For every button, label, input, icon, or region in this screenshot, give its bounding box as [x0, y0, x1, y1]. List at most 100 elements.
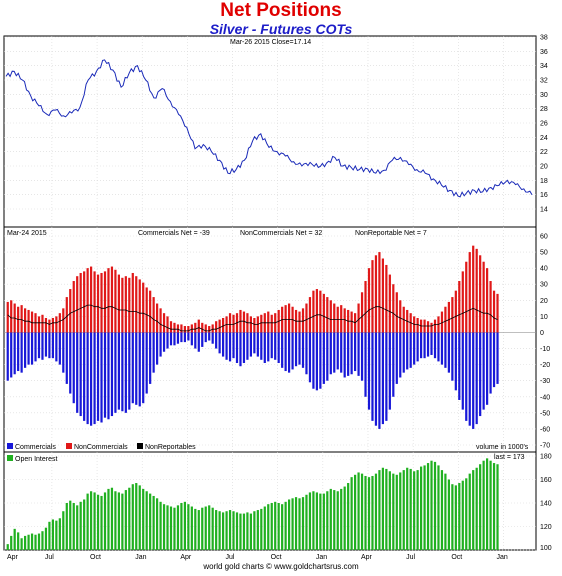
noncommercials-bar	[83, 271, 86, 333]
price-tick-label: 32	[540, 78, 548, 85]
open-interest-bar	[204, 506, 207, 550]
noncommercials-bar	[197, 319, 200, 333]
noncommercials-bar	[62, 308, 65, 333]
commercials-bar	[121, 332, 124, 412]
noncommercials-bar	[492, 290, 496, 333]
noncommercials-bar	[284, 305, 287, 333]
commercials-bar	[44, 332, 48, 357]
commercials-bar	[20, 332, 23, 373]
open-interest-bar	[371, 475, 374, 550]
open-interest-bar	[107, 488, 110, 550]
noncommercials-bar	[86, 268, 89, 333]
commercials-bar	[135, 332, 138, 405]
oi-last-label: last = 173	[494, 454, 525, 461]
open-interest-bar	[142, 488, 145, 550]
open-interest-bar	[30, 533, 34, 550]
open-interest-bar	[378, 470, 381, 550]
commercials-bar	[267, 332, 270, 362]
open-interest-bar	[72, 503, 75, 550]
noncommercials-bar	[461, 271, 464, 333]
open-interest-bar	[135, 483, 138, 550]
commercials-bar	[326, 332, 329, 381]
commercials-bar	[180, 332, 183, 343]
open-interest-bar	[27, 534, 30, 550]
open-interest-bar	[13, 528, 16, 550]
open-interest-bar	[409, 468, 412, 550]
noncommercials-bar	[270, 314, 273, 333]
net-tick-label: -10	[540, 346, 550, 353]
noncommercials-bar	[173, 322, 176, 333]
commercials-bar	[392, 332, 395, 397]
commercials-bar	[350, 332, 353, 375]
oi-panel	[3, 451, 537, 551]
commercials-bar	[23, 332, 27, 368]
commercials-bar	[353, 332, 357, 372]
open-interest-bar	[89, 491, 93, 550]
commercials-bar	[374, 332, 378, 426]
commercials-bar	[114, 332, 117, 413]
commercials-bar	[232, 332, 235, 359]
open-interest-bar	[388, 471, 391, 550]
open-interest-bar	[433, 461, 437, 551]
price-line	[5, 59, 533, 198]
open-interest-bar	[162, 504, 166, 550]
commercials-bar	[333, 332, 336, 373]
open-interest-bar	[326, 491, 329, 550]
price-tick-label: 26	[540, 121, 548, 128]
price-tick-label: 22	[540, 149, 548, 156]
open-interest-bar	[291, 498, 294, 550]
noncommercials-bar	[159, 308, 162, 333]
commercials-bar	[437, 332, 440, 362]
commercials-bar	[426, 332, 430, 357]
open-interest-bar	[260, 508, 263, 551]
open-interest-bar	[17, 532, 20, 551]
noncommercials-bar	[367, 268, 371, 333]
open-interest-bar	[183, 501, 186, 550]
noncommercials-bar	[444, 306, 447, 333]
x-tick-label: Apr	[361, 554, 373, 561]
commercials-bar	[159, 332, 162, 357]
open-interest-bar	[329, 488, 332, 550]
noncommercials-bar	[218, 319, 221, 333]
noncommercials-bar	[343, 308, 346, 333]
noncommercials-bar	[20, 305, 23, 333]
commercials-bar	[423, 332, 426, 359]
noncommercials-bar	[308, 297, 312, 333]
noncommercials-bar	[155, 303, 159, 333]
open-interest-bar	[34, 534, 37, 550]
noncommercials-bar	[392, 284, 395, 333]
chart-subtitle: Silver - Futures COTs	[209, 21, 353, 37]
legend-open-interest-swatch	[7, 455, 13, 461]
commercials-bar	[152, 332, 155, 373]
commercials-bar	[72, 332, 75, 404]
open-interest-bar	[232, 511, 235, 550]
open-interest-bar	[353, 474, 357, 550]
commercials-bar	[447, 332, 450, 373]
open-interest-bar	[6, 544, 9, 551]
commercials-bar	[221, 332, 225, 357]
price-header: Mar-26 2015 Close=17.14	[230, 39, 311, 46]
open-interest-bar	[308, 492, 312, 550]
open-interest-bar	[235, 512, 239, 550]
noncommercials-bar	[479, 255, 482, 333]
commercials-bar	[30, 332, 34, 365]
open-interest-bar	[392, 473, 395, 551]
open-interest-bar	[426, 463, 430, 550]
open-interest-bar	[267, 504, 270, 550]
open-interest-bar	[176, 505, 180, 550]
commercials-net-label: Commercials Net = -39	[138, 230, 210, 237]
commercials-bar	[385, 332, 388, 421]
commercials-bar	[263, 332, 266, 364]
commercials-bar	[336, 332, 339, 370]
noncommercials-bar	[138, 279, 141, 333]
price-tick-label: 14	[540, 207, 548, 214]
open-interest-bar	[166, 505, 169, 550]
open-interest-bar	[395, 474, 398, 550]
open-interest-bar	[385, 468, 388, 550]
noncommercials-bar	[374, 255, 378, 333]
open-interest-bar	[277, 503, 280, 550]
commercials-bar	[416, 332, 419, 362]
price-tick-label: 36	[540, 49, 548, 56]
noncommercials-bar	[215, 321, 218, 333]
commercials-bar	[55, 332, 58, 362]
